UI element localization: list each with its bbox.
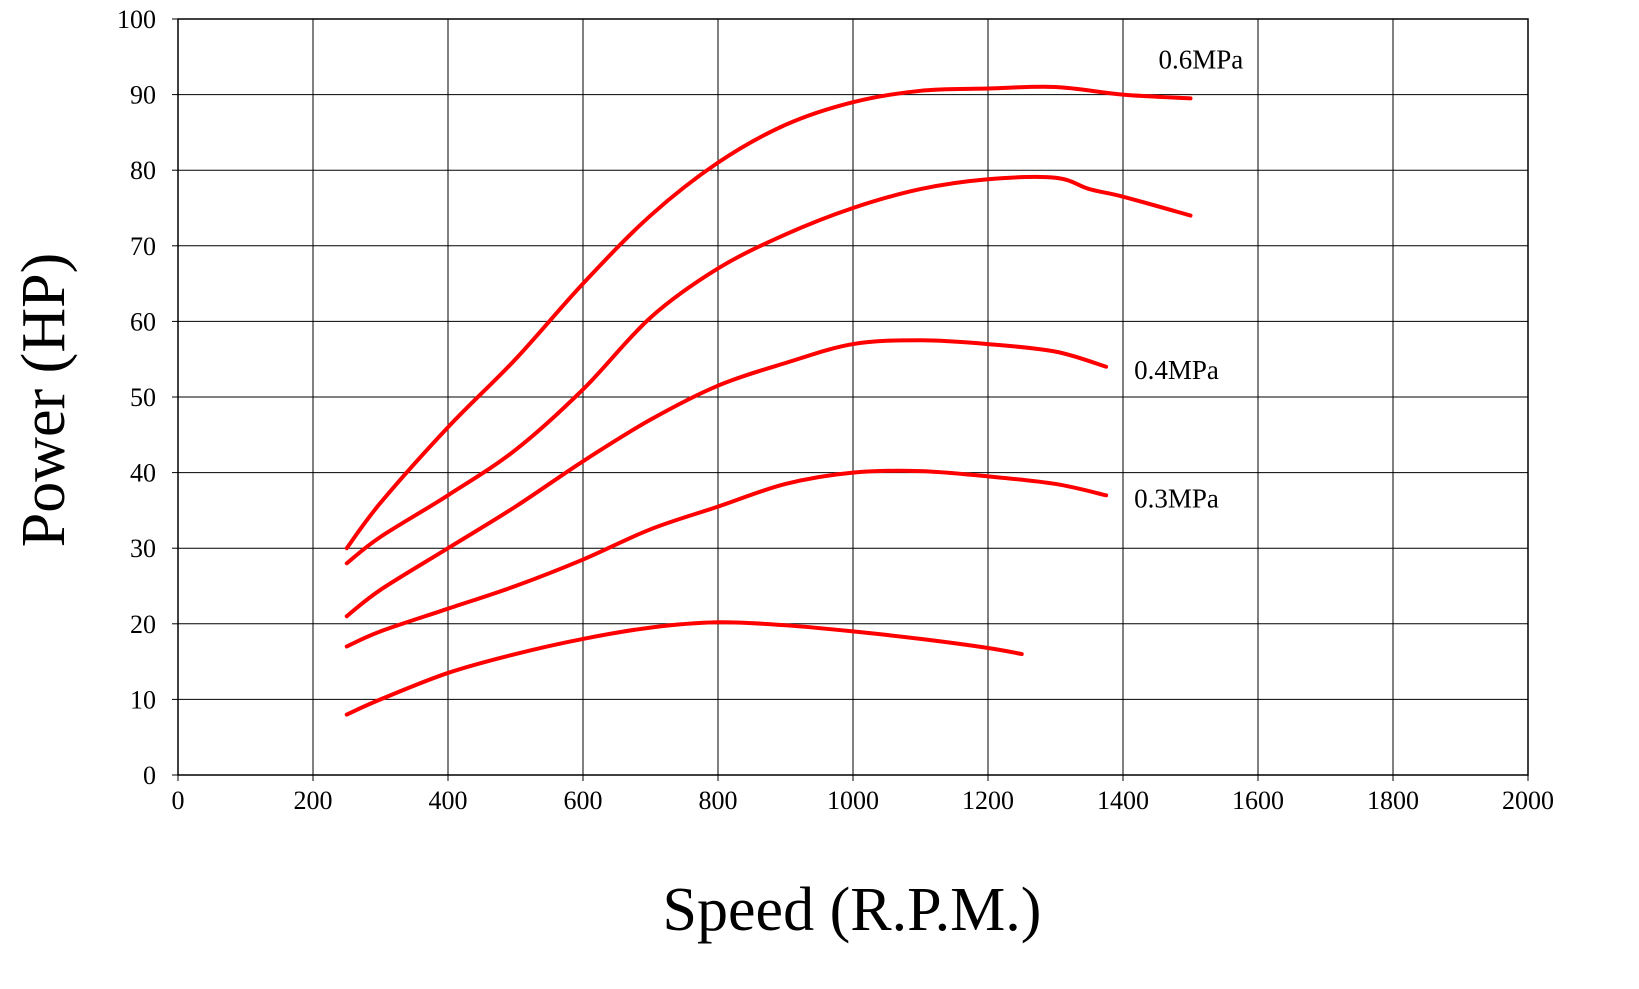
y-tick-label: 60	[130, 307, 156, 336]
x-tick-labels: 0 200 400 600 800 1000 1200 1400 1600 1800 2000	[172, 786, 1555, 815]
grid	[172, 18, 1529, 781]
series-labels: 0.6MPa 0.4MPa 0.3MPa	[1134, 44, 1243, 513]
series-line-5	[344, 620, 1024, 717]
series-line-4	[344, 468, 1109, 649]
y-axis-title: Power (HP)	[10, 253, 78, 547]
x-tick-label: 1000	[827, 786, 879, 815]
x-tick-label: 1600	[1232, 786, 1284, 815]
y-tick-label: 70	[130, 232, 156, 261]
series-line-2	[344, 175, 1193, 566]
x-tick-label: 400	[429, 786, 468, 815]
series-label: 0.6MPa	[1159, 44, 1244, 74]
y-tick-label: 10	[130, 685, 156, 714]
x-axis-title: Speed (R.P.M.)	[663, 876, 1042, 944]
y-tick-label: 100	[117, 5, 156, 34]
y-tick-label: 0	[143, 761, 156, 790]
y-tick-label: 90	[130, 81, 156, 110]
y-tick-label: 30	[130, 534, 156, 563]
y-tick-labels: 0 10 20 30 40 50 60 70 80 90 100	[117, 5, 156, 790]
series-label: 0.3MPa	[1134, 483, 1219, 513]
x-tick-label: 800	[699, 786, 738, 815]
x-tick-label: 200	[294, 786, 333, 815]
x-tick-label: 1400	[1097, 786, 1149, 815]
series-lines	[344, 84, 1193, 717]
series-line-1	[344, 84, 1193, 551]
x-tick-label: 2000	[1502, 786, 1554, 815]
x-tick-label: 1800	[1367, 786, 1419, 815]
y-tick-label: 80	[130, 156, 156, 185]
y-tick-label: 20	[130, 610, 156, 639]
x-tick-label: 600	[564, 786, 603, 815]
series-label: 0.4MPa	[1134, 355, 1219, 385]
series-line-3	[344, 338, 1109, 619]
x-tick-label: 1200	[962, 786, 1014, 815]
x-tick-label: 0	[172, 786, 185, 815]
y-tick-label: 40	[130, 459, 156, 488]
plot-frame	[177, 18, 1529, 776]
y-tick-label: 50	[130, 383, 156, 412]
